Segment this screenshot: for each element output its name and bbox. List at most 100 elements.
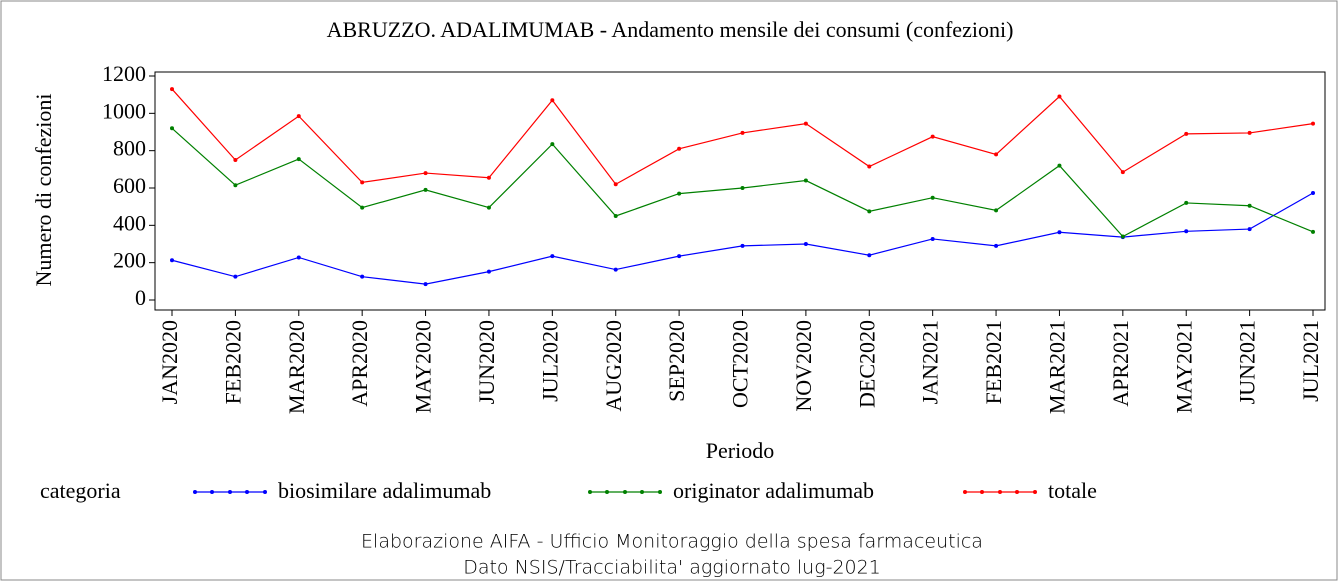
y-tick-label: 1200 <box>102 61 146 86</box>
data-point <box>360 205 365 210</box>
legend-label: originator adalimumab <box>673 478 874 503</box>
data-point <box>486 205 491 210</box>
series-line <box>171 127 1314 238</box>
data-point <box>1311 229 1315 234</box>
data-point <box>360 180 365 185</box>
data-point <box>740 243 745 248</box>
y-tick-label: 400 <box>113 210 146 235</box>
data-point <box>1311 191 1315 196</box>
data-point <box>613 182 618 187</box>
data-point <box>867 253 872 258</box>
data-point <box>803 242 808 246</box>
x-tick-label: MAY2021 <box>1171 320 1196 413</box>
legend-dot <box>228 490 232 494</box>
data-point <box>1120 170 1125 175</box>
data-point <box>1247 227 1252 232</box>
x-tick-label: DEC2020 <box>854 320 879 408</box>
data-point <box>930 195 935 200</box>
legend-dot <box>263 490 267 494</box>
x-tick-label: APR2021 <box>1108 320 1133 407</box>
data-point <box>994 243 999 248</box>
x-tick-label: MAY2020 <box>411 320 436 413</box>
data-point <box>613 267 618 272</box>
data-point <box>740 186 745 190</box>
legend-label: totale <box>1048 478 1097 503</box>
x-tick-label: FEB2021 <box>981 320 1006 404</box>
data-point <box>803 121 808 126</box>
data-point <box>994 152 999 157</box>
data-point <box>994 208 999 213</box>
data-point <box>740 130 745 135</box>
legend-dot <box>640 490 644 494</box>
plot-frame <box>154 71 1326 311</box>
data-point <box>550 142 555 147</box>
data-point <box>1057 163 1062 168</box>
y-tick-label: 1000 <box>102 98 146 123</box>
data-point <box>803 178 808 183</box>
data-point <box>1184 229 1189 234</box>
data-point <box>677 146 682 151</box>
data-point <box>486 175 491 180</box>
data-point <box>867 164 872 169</box>
series-line <box>171 88 1314 186</box>
data-point <box>1311 121 1315 126</box>
data-point <box>1184 200 1189 205</box>
x-tick-label: MAR2021 <box>1044 320 1069 414</box>
y-tick-label: 200 <box>113 248 146 273</box>
legend-label: biosimilare adalimumab <box>278 478 491 503</box>
legend-title: categoria <box>40 478 121 503</box>
y-tick-label: 600 <box>113 173 146 198</box>
x-tick-label: JUN2021 <box>1235 320 1260 404</box>
chart-title: ABRUZZO. ADALIMUMAB - Andamento mensile … <box>327 17 1014 42</box>
legend-dot <box>193 490 197 494</box>
data-point <box>423 171 428 176</box>
x-tick-label: NOV2020 <box>791 320 816 412</box>
x-tick-label: JAN2020 <box>157 320 182 404</box>
legend-dot <box>245 490 249 494</box>
legend-dot <box>605 490 609 494</box>
data-point <box>1184 131 1189 136</box>
legend-dot <box>998 490 1002 494</box>
data-point <box>296 255 301 260</box>
data-point <box>613 214 618 218</box>
x-tick-label: APR2020 <box>347 320 372 407</box>
x-tick-label: MAR2020 <box>284 320 309 414</box>
x-tick-label: AUG2020 <box>601 320 626 412</box>
legend-dot <box>623 490 627 494</box>
data-point <box>423 282 428 287</box>
data-point <box>1247 130 1252 135</box>
legend-dot <box>658 490 662 494</box>
y-tick-label: 0 <box>135 285 146 310</box>
legend-dot <box>1033 490 1037 494</box>
data-point <box>677 254 682 259</box>
data-point <box>1057 230 1062 235</box>
data-point <box>233 274 238 279</box>
data-point <box>296 114 301 119</box>
legend-dot <box>1015 490 1019 494</box>
data-point <box>423 187 428 192</box>
data-point <box>867 209 872 214</box>
legend-dot <box>980 490 984 494</box>
data-point <box>1057 94 1062 99</box>
data-point <box>930 236 935 241</box>
x-tick-label: JUN2020 <box>474 320 499 404</box>
data-point <box>233 183 238 188</box>
data-point <box>296 157 301 162</box>
legend-dot <box>210 490 214 494</box>
series-line <box>171 192 1314 285</box>
x-axis-label: Periodo <box>706 438 774 463</box>
data-point <box>1120 234 1125 239</box>
note: Elaborazione AIFA - Ufficio Monitoraggio… <box>361 531 983 553</box>
note: Dato NSIS/Tracciabilita' aggiornato lug-… <box>463 557 881 579</box>
data-point <box>550 254 555 259</box>
data-point <box>233 158 238 162</box>
data-point <box>550 98 555 103</box>
x-tick-label: SEP2020 <box>664 320 689 402</box>
x-tick-label: JUL2020 <box>537 320 562 402</box>
data-point <box>170 126 174 131</box>
x-tick-label: FEB2020 <box>220 320 245 404</box>
legend-dot <box>963 490 967 494</box>
data-point <box>170 258 174 263</box>
